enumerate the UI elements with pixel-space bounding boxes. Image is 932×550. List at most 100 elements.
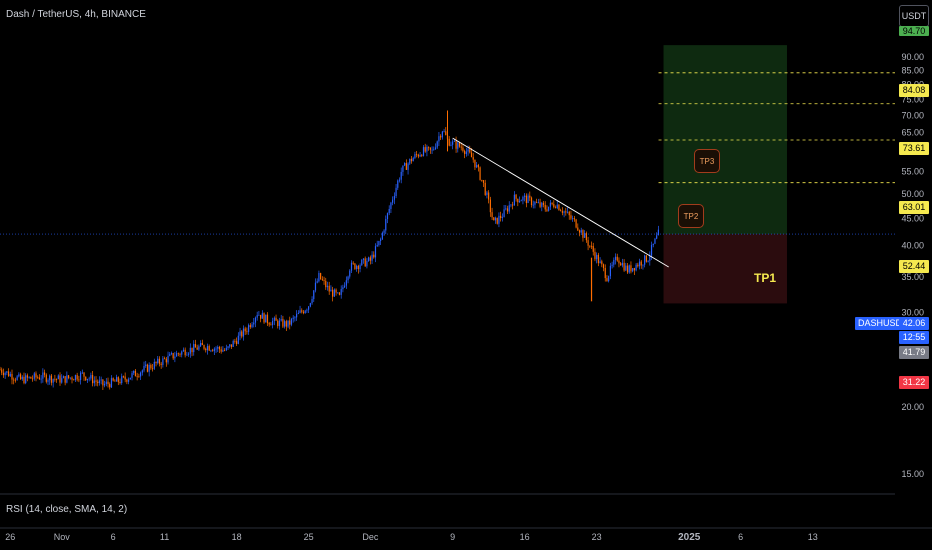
candle-210 bbox=[359, 263, 361, 273]
candle-body bbox=[37, 377, 39, 379]
candle-body bbox=[635, 264, 637, 271]
rsi-indicator-label[interactable]: RSI (14, close, SMA, 14, 2) bbox=[6, 504, 128, 515]
candle-349 bbox=[597, 252, 599, 267]
candle-body bbox=[479, 167, 481, 180]
candle-body bbox=[332, 289, 334, 297]
candle-body bbox=[19, 374, 22, 380]
candle-343 bbox=[587, 236, 589, 251]
candle-13 bbox=[21, 375, 23, 381]
x-tick-label: 25 bbox=[304, 532, 314, 542]
candle-230 bbox=[393, 192, 395, 205]
candle-body bbox=[272, 320, 274, 326]
candle-233 bbox=[398, 177, 401, 183]
candle-body bbox=[486, 192, 488, 195]
candle-310 bbox=[530, 196, 533, 208]
candle-body bbox=[86, 378, 89, 381]
candle-260 bbox=[445, 127, 447, 136]
candle-body bbox=[314, 282, 317, 291]
candle-133 bbox=[227, 346, 229, 351]
candle-18 bbox=[30, 376, 32, 379]
candle-body bbox=[345, 280, 347, 286]
candle-161 bbox=[275, 314, 277, 321]
candle-71 bbox=[121, 373, 123, 385]
candle-body bbox=[517, 198, 519, 203]
candle-body bbox=[460, 146, 462, 148]
candle-body bbox=[172, 353, 174, 359]
candle-body bbox=[184, 349, 186, 356]
candle-132 bbox=[225, 344, 227, 352]
candle-363 bbox=[621, 258, 623, 268]
candle-body bbox=[297, 312, 299, 314]
candle-212 bbox=[362, 258, 365, 264]
candle-274 bbox=[469, 145, 471, 154]
candle-body bbox=[560, 210, 562, 212]
candle-body bbox=[162, 358, 164, 365]
candle-body bbox=[326, 285, 329, 288]
candle-270 bbox=[462, 144, 464, 153]
candle-body bbox=[453, 140, 455, 142]
candle-338 bbox=[578, 229, 581, 237]
candle-body bbox=[232, 340, 234, 347]
candle-86 bbox=[146, 363, 149, 373]
candle-356 bbox=[609, 262, 611, 280]
candle-body bbox=[393, 196, 395, 200]
candle-body bbox=[121, 376, 123, 383]
candle-body bbox=[587, 240, 589, 246]
candle-290 bbox=[496, 217, 498, 225]
candle-329 bbox=[563, 210, 565, 218]
candle-body bbox=[496, 217, 498, 224]
candle-body bbox=[193, 344, 195, 353]
x-tick-label: 13 bbox=[808, 532, 818, 542]
candle-168 bbox=[287, 320, 289, 329]
candle-body bbox=[200, 342, 202, 347]
candle-body bbox=[260, 314, 262, 319]
candle-body bbox=[206, 346, 209, 351]
candle-327 bbox=[560, 208, 562, 212]
candle-248 bbox=[424, 143, 426, 153]
candle-body bbox=[124, 376, 126, 380]
candle-136 bbox=[232, 339, 234, 348]
candle-246 bbox=[421, 153, 423, 158]
y-tick-label: 20.00 bbox=[901, 402, 924, 412]
candle-296 bbox=[506, 205, 509, 215]
trendline bbox=[452, 137, 669, 268]
candle-body bbox=[340, 289, 342, 295]
candle-48 bbox=[81, 369, 83, 374]
tp2-label: TP2 bbox=[678, 204, 704, 228]
candle-229 bbox=[392, 196, 394, 206]
currency-button[interactable]: USDT bbox=[899, 5, 929, 27]
candle-207 bbox=[354, 262, 356, 270]
candle-101 bbox=[172, 352, 174, 360]
candle-217 bbox=[371, 251, 373, 264]
candle-295 bbox=[505, 205, 507, 211]
candle-383 bbox=[656, 232, 658, 240]
tp-level-1-tag: 52.44 bbox=[899, 260, 929, 273]
candle-381 bbox=[652, 243, 654, 248]
candle-body bbox=[506, 208, 509, 212]
candle-40 bbox=[67, 375, 70, 380]
candle-224 bbox=[383, 229, 385, 236]
candle-322 bbox=[551, 202, 553, 206]
candle-body bbox=[278, 320, 281, 327]
candle-46 bbox=[78, 375, 80, 383]
candle-289 bbox=[494, 216, 497, 224]
candle-173 bbox=[296, 310, 298, 321]
candle-body bbox=[395, 187, 397, 197]
candle-body bbox=[254, 317, 257, 323]
candle-body bbox=[258, 314, 260, 316]
candle-body bbox=[2, 372, 5, 376]
candle-113 bbox=[193, 340, 195, 356]
candle-29 bbox=[49, 374, 51, 385]
candle-145 bbox=[248, 323, 250, 335]
candle-body bbox=[608, 276, 610, 282]
candle-body bbox=[625, 265, 627, 271]
candle-body bbox=[561, 211, 563, 213]
y-tick-label: 70.00 bbox=[901, 110, 924, 120]
candle-112 bbox=[191, 347, 193, 357]
candle-298 bbox=[510, 204, 512, 208]
candle-body bbox=[421, 154, 423, 156]
candle-239 bbox=[409, 158, 411, 166]
candle-body bbox=[182, 349, 185, 352]
candle-353 bbox=[604, 264, 606, 282]
